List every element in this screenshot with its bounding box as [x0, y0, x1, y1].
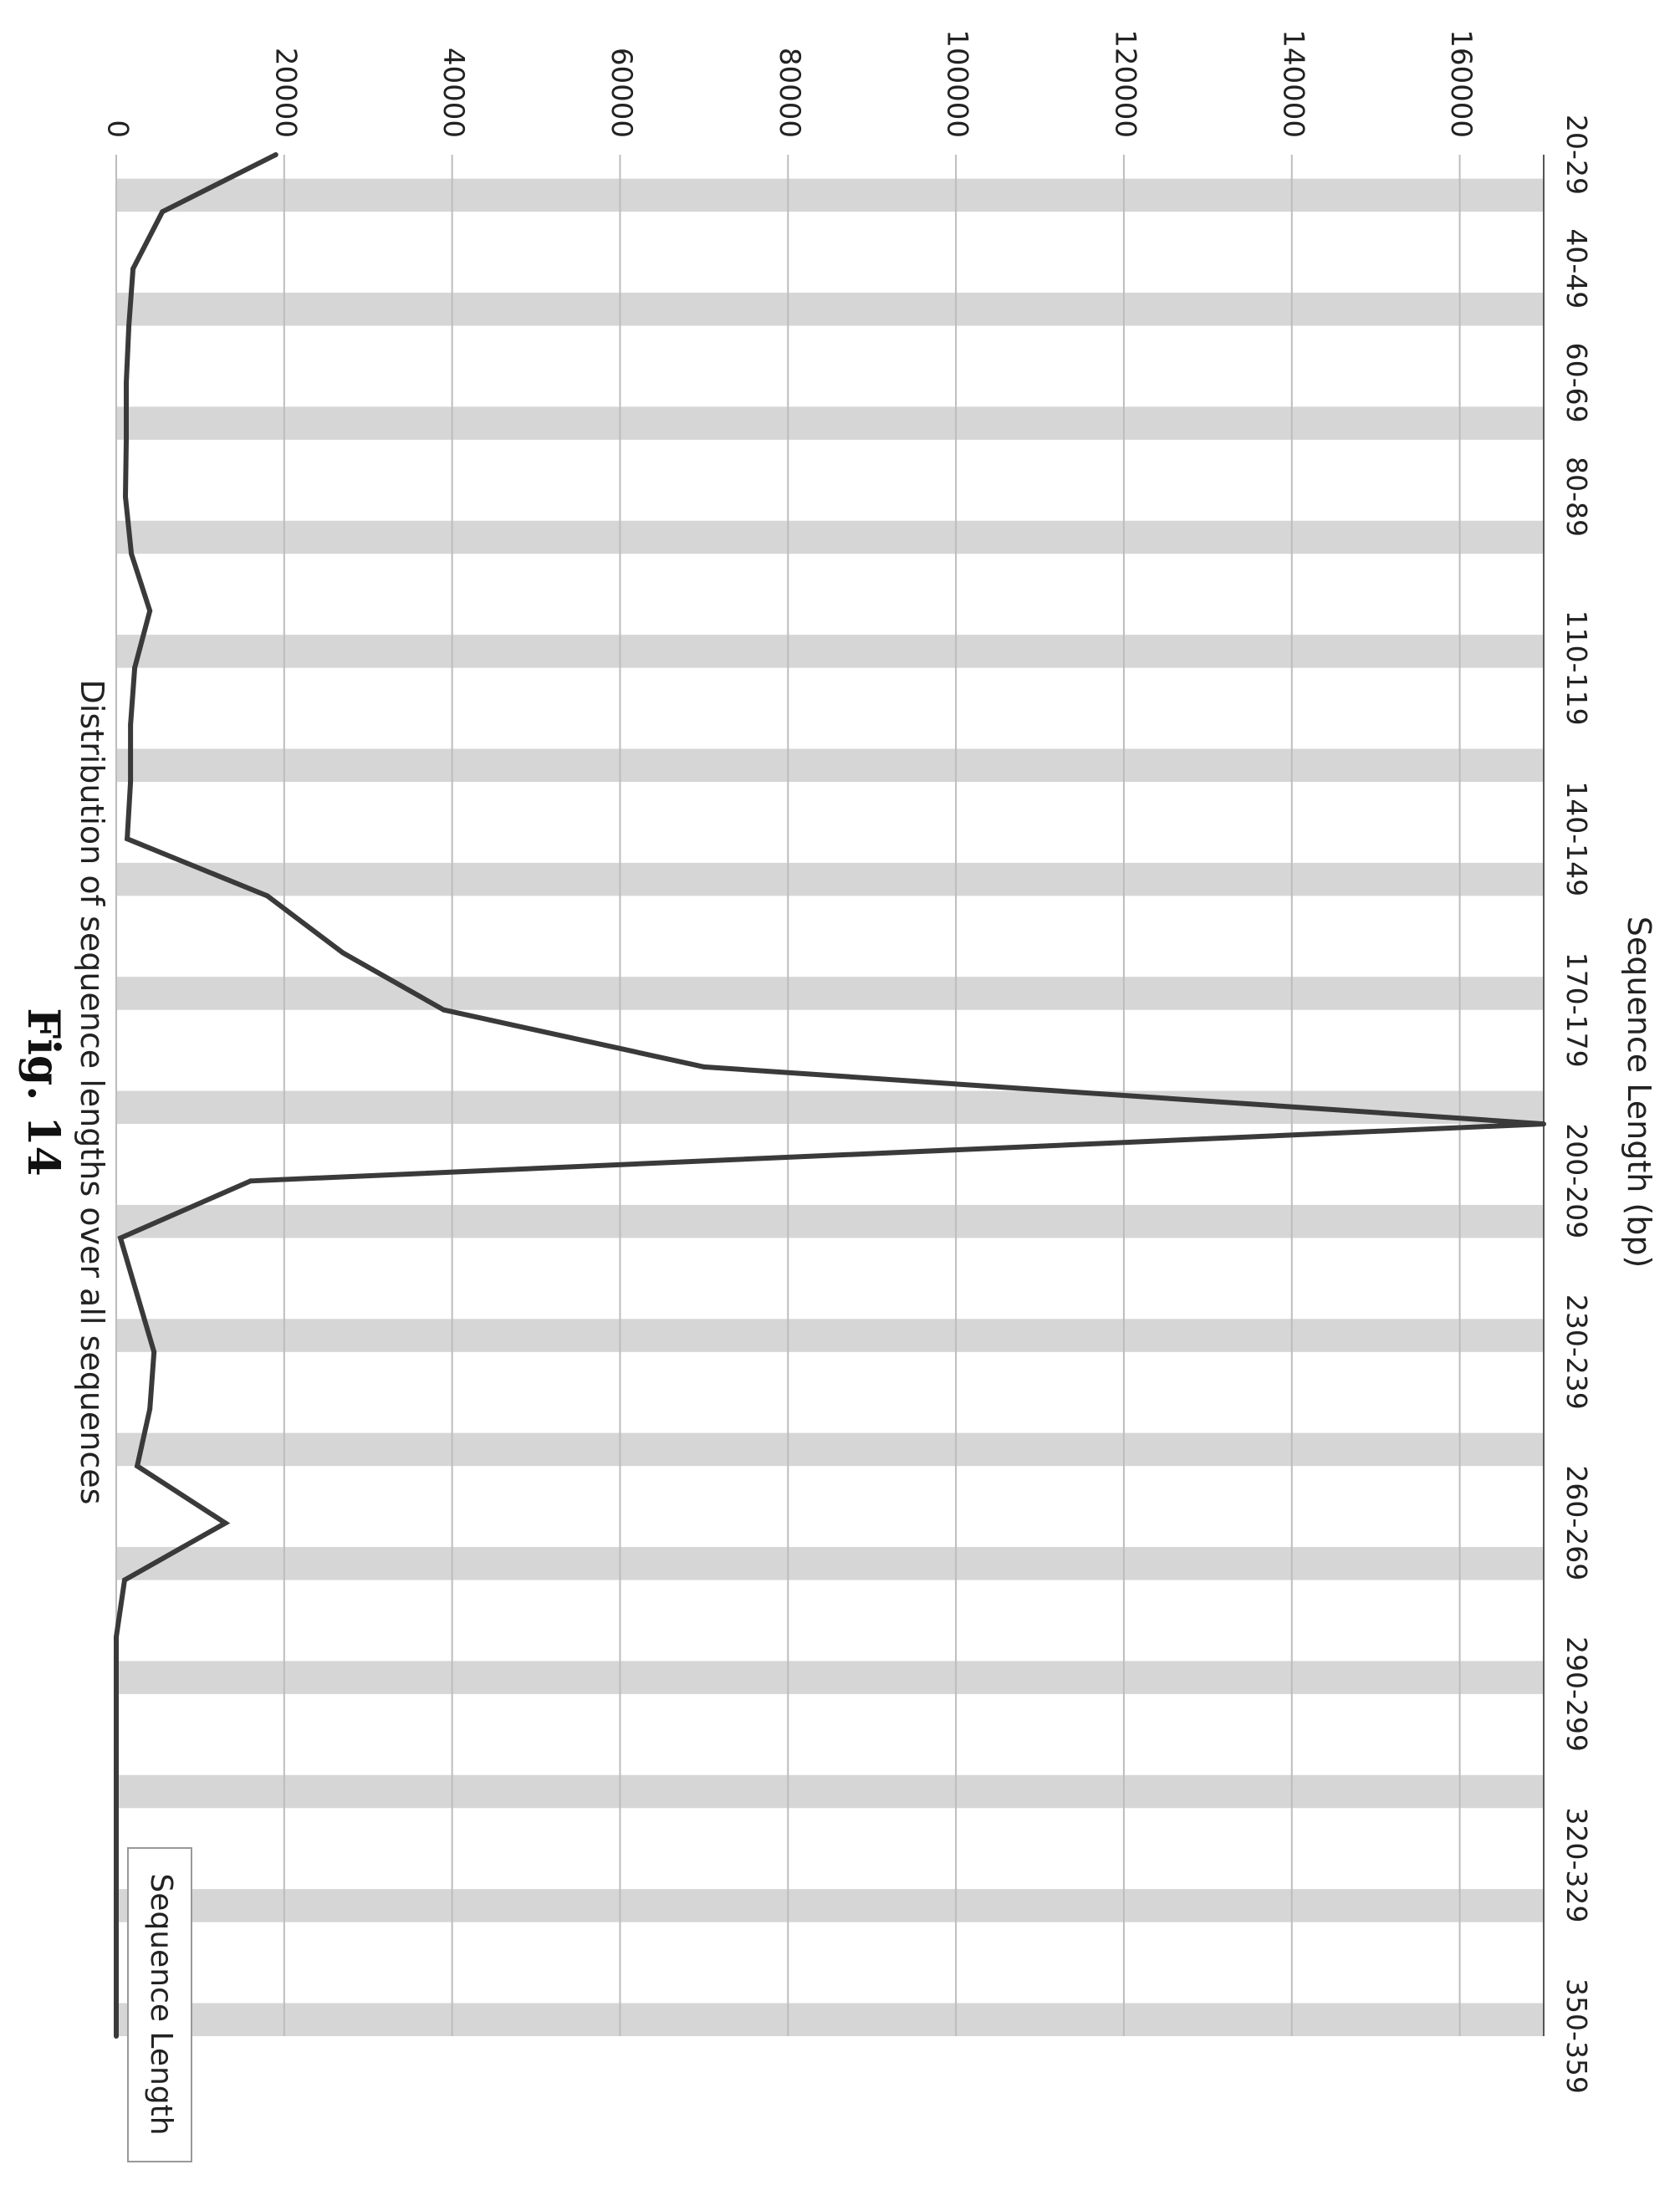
x-tick-label-2: 60-69: [1560, 343, 1593, 423]
y-axis-tick-labels: 0 20000 40000 60000 80000 100000 120000 140000 1…: [101, 29, 1478, 138]
chart-title: Distribution of sequence lengths over al…: [74, 680, 110, 1505]
band-0: [116, 178, 1544, 212]
y-tick-label-7: 140000: [1276, 29, 1310, 138]
x-axis-title: Sequence Length (bp): [1621, 916, 1657, 1269]
x-tick-label-5: 140-149: [1560, 781, 1593, 896]
alternating-bands: [116, 178, 1544, 2037]
x-tick-label-3: 80-89: [1560, 457, 1593, 537]
data-point-10: [128, 722, 134, 727]
data-point-29: [114, 1805, 119, 1811]
y-tick-label-8: 160000: [1444, 29, 1478, 138]
x-tick-label-4: 110-119: [1560, 610, 1593, 726]
y-tick-label-6: 120000: [1108, 29, 1141, 138]
data-point-14: [340, 950, 346, 956]
data-point-17: [1541, 1121, 1546, 1127]
data-point-21: [151, 1349, 157, 1355]
x-tick-label-11: 320-329: [1560, 1808, 1593, 1923]
data-point-3: [126, 323, 132, 329]
data-point-18: [248, 1178, 253, 1184]
band-20: [116, 1319, 1544, 1352]
y-tick-label-5: 100000: [941, 29, 974, 138]
data-point-11: [128, 779, 134, 784]
data-point-27: [114, 1691, 119, 1697]
x-tick-label-0: 20-29: [1560, 115, 1593, 195]
data-point-2: [130, 266, 136, 272]
y-tick-label-1: 20000: [268, 48, 302, 138]
data-point-6: [123, 494, 129, 500]
data-point-0: [273, 152, 278, 157]
data-point-31: [114, 1919, 119, 1925]
data-point-20: [135, 1292, 140, 1298]
series-points: [114, 152, 1546, 2039]
data-point-12: [125, 836, 130, 842]
band-6: [116, 520, 1544, 554]
band-4: [116, 406, 1544, 440]
data-point-28: [114, 1749, 119, 1754]
band-32: [116, 2003, 1544, 2037]
x-tick-label-9: 260-269: [1560, 1465, 1593, 1580]
x-tick-label-6: 170-179: [1560, 952, 1593, 1068]
data-point-1: [160, 209, 166, 215]
x-tick-label-7: 200-209: [1560, 1123, 1593, 1238]
x-tick-label-12: 350-359: [1560, 1978, 1593, 2094]
data-point-25: [122, 1577, 128, 1583]
band-14: [116, 977, 1544, 1010]
data-point-7: [129, 551, 135, 557]
data-point-24: [222, 1520, 228, 1526]
band-10: [116, 748, 1544, 782]
legend-box: [127, 1847, 192, 2162]
data-point-30: [114, 1862, 119, 1868]
y-tick-label-0: 0: [101, 120, 135, 138]
data-point-16: [701, 1064, 707, 1070]
legend: Sequence Length: [127, 1847, 192, 2162]
data-point-32: [114, 1976, 119, 1982]
x-axis-tick-labels: 20-29 40-49 60-69 80-89 110-119 140-149 170-17…: [1560, 115, 1593, 2094]
x-tick-label-1: 40-49: [1560, 228, 1593, 309]
data-point-33: [114, 2034, 119, 2039]
y-tick-label-4: 80000: [773, 48, 806, 138]
data-point-5: [124, 436, 130, 442]
band-18: [116, 1204, 1544, 1238]
x-tick-label-8: 230-239: [1560, 1294, 1593, 1410]
data-point-22: [147, 1406, 153, 1412]
data-point-19: [118, 1235, 124, 1241]
x-tick-label-10: 290-299: [1560, 1636, 1593, 1752]
band-26: [116, 1661, 1544, 1694]
band-8: [116, 635, 1544, 668]
band-24: [116, 1547, 1544, 1580]
y-tick-label-2: 40000: [437, 48, 470, 138]
series-line-sequence-length: [114, 152, 1545, 2036]
data-point-13: [264, 893, 270, 899]
data-point-15: [441, 1007, 447, 1013]
data-point-26: [114, 1634, 119, 1640]
band-28: [116, 1774, 1544, 1809]
data-point-4: [124, 380, 130, 385]
data-point-23: [135, 1463, 140, 1469]
band-22: [116, 1432, 1544, 1467]
band-12: [116, 862, 1544, 896]
figure-label: Fig. 14: [18, 1008, 69, 1177]
y-tick-label-3: 60000: [605, 48, 638, 138]
data-point-9: [132, 665, 138, 671]
band-30: [116, 1889, 1544, 1922]
data-point-8: [147, 608, 153, 614]
legend-label: Sequence Length: [144, 1873, 178, 2135]
band-2: [116, 293, 1544, 326]
